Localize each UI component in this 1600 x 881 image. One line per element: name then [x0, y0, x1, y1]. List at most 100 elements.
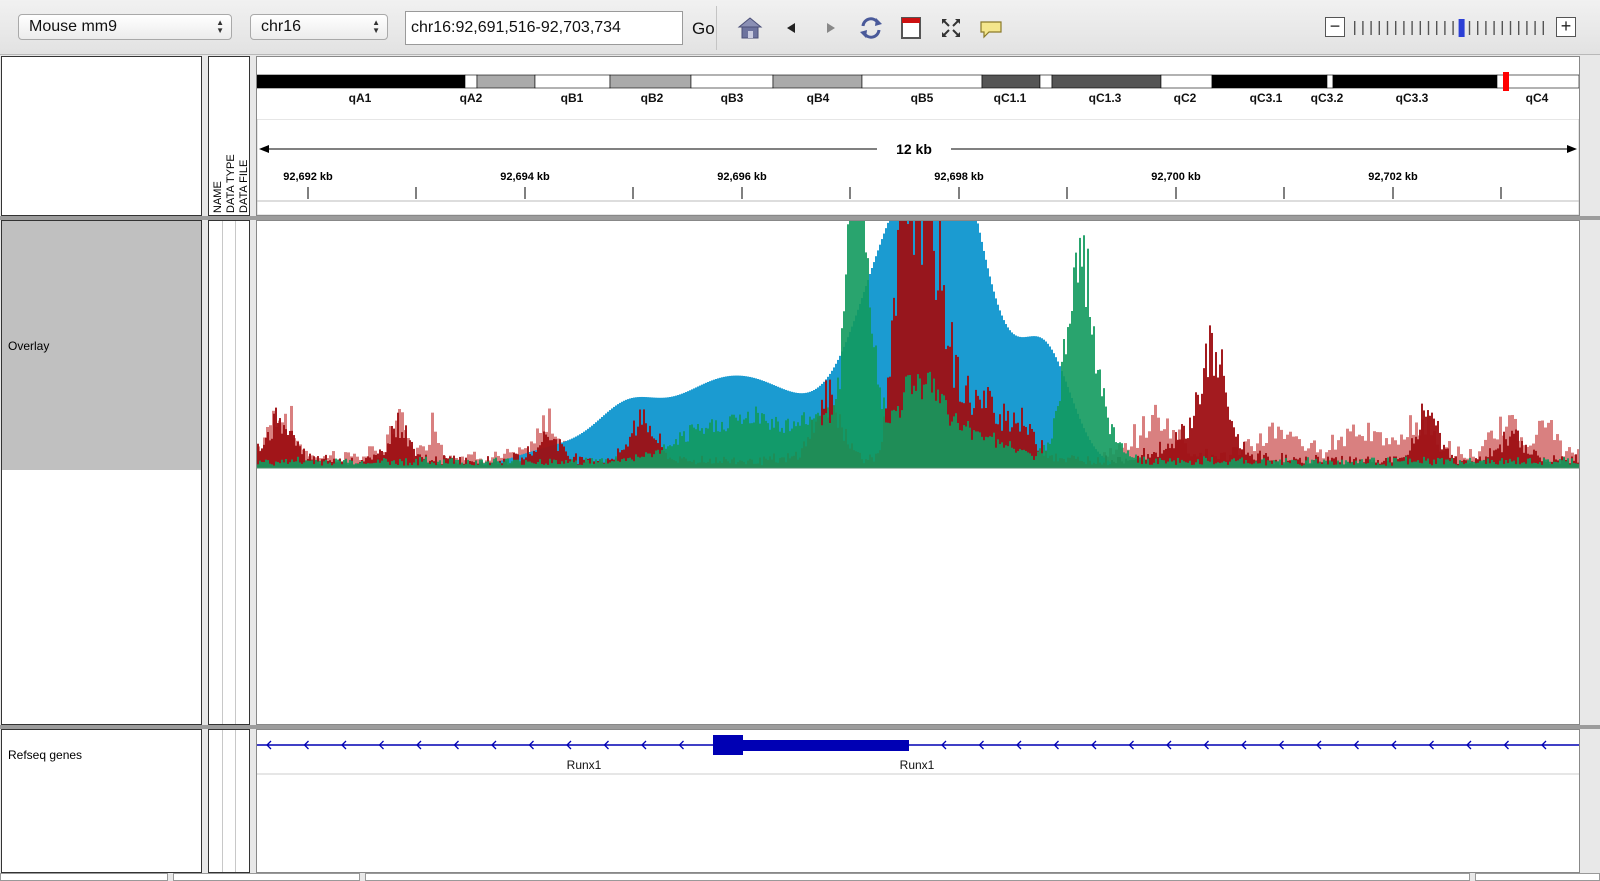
ideogram-band-label: qC4: [1526, 91, 1549, 105]
zoom-tick[interactable]: [1493, 21, 1495, 35]
zoom-tick[interactable]: [1509, 21, 1512, 35]
ideogram-band[interactable]: [534, 74, 611, 89]
zoom-in-button[interactable]: +: [1556, 17, 1576, 37]
overlay-series-green-bar: [1513, 460, 1515, 468]
zoom-tick[interactable]: [1411, 21, 1413, 35]
zoom-tick[interactable]: [1403, 21, 1405, 35]
ideogram-band[interactable]: [1326, 74, 1334, 89]
ideogram-band[interactable]: [1051, 74, 1162, 89]
overlay-series-green-bar: [725, 431, 727, 468]
zoom-out-button[interactable]: −: [1325, 17, 1345, 37]
overlay-series-green-bar: [779, 431, 781, 468]
forward-icon[interactable]: [817, 14, 845, 42]
zoom-slider[interactable]: [1352, 19, 1548, 37]
zoom-tick[interactable]: [1501, 21, 1503, 35]
overlay-series-red-bar: [453, 455, 455, 468]
overlay-series-green-bar: [821, 425, 823, 468]
zoom-tick[interactable]: [1452, 21, 1454, 35]
ideogram-band[interactable]: [772, 74, 863, 89]
zoom-tick[interactable]: [1444, 21, 1446, 35]
genome-select[interactable]: Mouse mm9 ▲ ▼: [18, 14, 232, 40]
current-region-marker: [1503, 72, 1509, 91]
overlay-series-green-bar: [543, 464, 545, 468]
overlay-series-green-bar: [879, 387, 881, 468]
ideogram-band[interactable]: [981, 74, 1041, 89]
overlay-series-red-bar: [1011, 427, 1013, 468]
roi-icon[interactable]: [897, 14, 925, 42]
overlay-series-red-bar: [607, 458, 609, 468]
popup-icon[interactable]: [977, 14, 1005, 42]
ideogram-band[interactable]: [690, 74, 774, 89]
home-icon[interactable]: [736, 14, 764, 42]
overlay-series-red-bar: [1025, 427, 1027, 468]
overlay-series-green-bar: [517, 459, 519, 468]
overlay-series-red-bar: [659, 433, 661, 468]
ideogram-band[interactable]: [476, 74, 536, 89]
refseq-gene-track[interactable]: Runx1 Runx1: [257, 730, 1579, 872]
overlay-coverage-plot[interactable]: [257, 221, 1579, 724]
panel-divider[interactable]: [0, 216, 1600, 220]
zoom-tick[interactable]: [1526, 21, 1528, 35]
overlay-series-green-bar: [851, 221, 853, 469]
zoom-tick[interactable]: [1436, 21, 1438, 35]
resize-icon[interactable]: [937, 14, 965, 42]
overlay-series-green-bar: [759, 423, 761, 468]
attribute-header-data-file[interactable]: DATA FILE: [238, 159, 250, 213]
zoom-tick[interactable]: [1427, 21, 1430, 35]
overlay-series-red-bar: [1219, 364, 1221, 468]
zoom-tick[interactable]: [1468, 21, 1471, 35]
refresh-icon[interactable]: [857, 14, 885, 42]
overlay-series-green-bar: [569, 461, 571, 468]
ideogram-band[interactable]: [609, 74, 692, 89]
overlay-series-green-bar: [1389, 462, 1391, 468]
overlay-series-green-bar: [1265, 465, 1267, 468]
zoom-tick[interactable]: [1518, 21, 1520, 35]
overlay-series-green-bar: [271, 464, 273, 468]
zoom-tick[interactable]: [1370, 21, 1372, 35]
zoom-tick[interactable]: [1395, 21, 1397, 35]
overlay-series-red-bar: [907, 224, 909, 468]
overlay-series-red-bar: [1505, 439, 1507, 468]
attribute-header-name[interactable]: NAME: [212, 181, 224, 213]
overlay-series-red-bar: [1537, 455, 1539, 468]
overlay-series-red-light-bar: [1142, 416, 1145, 468]
zoom-tick[interactable]: [1354, 21, 1356, 35]
ideogram-band[interactable]: [1039, 74, 1053, 89]
genomic-ruler[interactable]: 12 kb 92,692 kb 92,694 kb 92,696 kb 92,698 k…: [257, 119, 1579, 215]
zoom-tick[interactable]: [1542, 21, 1544, 35]
zoom-tick[interactable]: [1477, 21, 1479, 35]
overlay-track-selection[interactable]: [2, 221, 201, 470]
panel-divider[interactable]: [0, 725, 1600, 729]
overlay-series-blue-bar: [959, 221, 961, 468]
overlay-series-red-bar: [1391, 462, 1393, 468]
zoom-tick[interactable]: [1419, 21, 1421, 35]
refseq-track-name[interactable]: Refseq genes: [8, 748, 83, 762]
zoom-tick[interactable]: [1378, 21, 1380, 35]
ideogram-band[interactable]: [464, 74, 478, 89]
locus-input[interactable]: chr16:92,691,516-92,703,734: [405, 11, 683, 45]
ideogram-band[interactable]: [257, 74, 466, 89]
ideogram-band[interactable]: [861, 74, 983, 89]
zoom-tick[interactable]: [1534, 21, 1536, 35]
overlay-track-name[interactable]: Overlay: [8, 339, 50, 353]
ideogram-band[interactable]: [1332, 74, 1498, 89]
overlay-series-green-bar: [1029, 453, 1031, 468]
ideogram-band[interactable]: [1160, 74, 1213, 89]
chromosome-select[interactable]: chr16 ▲ ▼: [250, 14, 388, 40]
zoom-thumb[interactable]: [1458, 19, 1465, 37]
go-button[interactable]: Go: [692, 19, 715, 38]
ideogram-band[interactable]: [1496, 74, 1579, 89]
zoom-tick[interactable]: [1386, 21, 1389, 35]
attribute-header-data-type[interactable]: DATA TYPE: [225, 154, 237, 213]
overlay-series-red-light-bar: [1301, 446, 1304, 468]
gene-exon[interactable]: [713, 735, 743, 755]
zoom-tick[interactable]: [1485, 21, 1487, 35]
zoom-tick[interactable]: [1362, 21, 1364, 35]
back-icon[interactable]: [777, 14, 805, 42]
chromosome-ideogram[interactable]: qA1 qA2 qB1 qB2 qB3 qB4 qB5 qC1.1 qC1.3 qC2 qC3.1 q…: [257, 57, 1579, 119]
overlay-series-blue-bar: [1017, 336, 1019, 468]
ideogram-band[interactable]: [1211, 74, 1328, 89]
gene-exon[interactable]: [743, 740, 909, 751]
overlay-series-green-bar: [387, 461, 389, 468]
overlay-series-red-bar: [263, 444, 265, 468]
